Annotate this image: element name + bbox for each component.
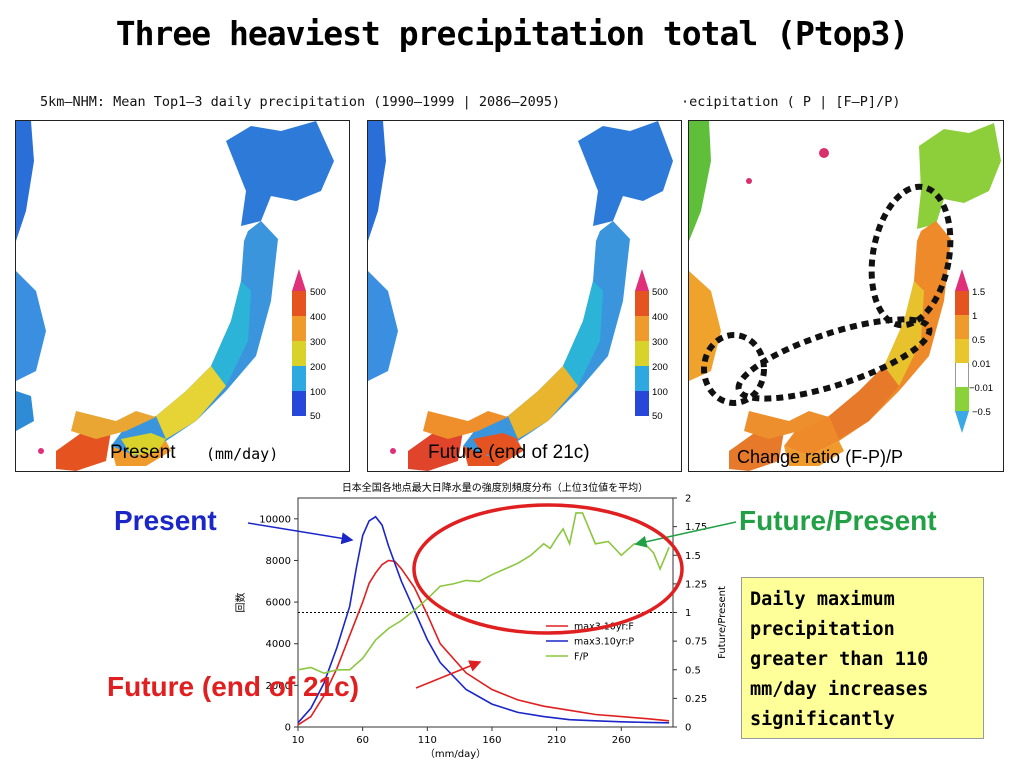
y-tick-label: 6000 [266, 598, 291, 609]
future-map-panel: 500 400 300 200 100 50 Future (end of 21… [367, 120, 682, 472]
y2-tick-label: 0.25 [685, 694, 707, 705]
y2-tick-label: 1.5 [685, 551, 701, 562]
y-tick-label: 4000 [266, 639, 291, 650]
y-tick-label: 10000 [259, 514, 291, 525]
present-label: Present [110, 442, 176, 463]
colorbar-label: 200 [652, 362, 668, 373]
present-arrow [247, 522, 354, 545]
chart-title: 日本全国各地点最大日降水量の強度別頻度分布（上位3位値を平均） [342, 481, 648, 494]
highlight-circle [412, 503, 684, 635]
colorbar-label: 500 [310, 287, 326, 298]
highlight-ellipse [701, 332, 767, 406]
y2-tick-label: 2 [685, 494, 691, 505]
colorbar-label: 50 [652, 411, 663, 422]
y2-tick-label: 0.5 [685, 665, 701, 676]
future-label: Future (end of 21c) [428, 442, 590, 463]
legend-label: F/P [574, 652, 589, 663]
change-ratio-label: Change ratio (F-P)/P [737, 447, 904, 467]
note-box: Daily maximum precipitation greater than… [741, 577, 984, 739]
change-ratio-map-panel: 1.5 1 0.5 0.01 −0.01 −0.5 Change ratio (… [688, 120, 1004, 472]
colorbar-label: 1.5 [972, 287, 986, 298]
future-present-callout: Future/Present [739, 505, 937, 536]
y2-tick-label: 1 [685, 608, 691, 619]
x-tick-label: 60 [356, 735, 369, 746]
y2-tick-label: 1.25 [685, 579, 707, 590]
japan-map-ratio [689, 121, 1003, 471]
colorbar-label: 1 [972, 311, 978, 322]
colorbar-label: −0.5 [972, 407, 991, 418]
future-arrow [415, 660, 482, 689]
japan-map-future [368, 121, 681, 471]
x-tick-label: 160 [482, 735, 501, 746]
unit-label: (mm/day) [206, 445, 279, 463]
colorbar-label: 300 [652, 337, 668, 348]
series-line [297, 512, 670, 675]
y-tick-label: 0 [285, 723, 291, 734]
x-tick-label: 260 [612, 735, 631, 746]
colorbar-label: 400 [652, 312, 668, 323]
series-line [297, 515, 670, 724]
y-axis-label: 回数 [234, 593, 247, 613]
future-callout: Future (end of 21c) [107, 671, 360, 702]
colorbar-label: 500 [652, 287, 668, 298]
y2-tick-label: 0 [685, 723, 691, 734]
y-tick-label: 2000 [266, 681, 291, 692]
highlight-ellipse [735, 316, 933, 402]
colorbar-label: −0.01 [969, 383, 994, 394]
colorbar-label: 50 [310, 411, 321, 422]
precip-colorbar-future [635, 269, 649, 419]
page-title: Three heaviest precipitation total (Ptop… [115, 14, 909, 53]
present-callout: Present [114, 505, 217, 536]
y2-axis-label: Future/Present [717, 586, 728, 659]
colorbar-label: 400 [310, 312, 326, 323]
y2-tick-label: 1.75 [685, 522, 707, 533]
colorbar-label: 0.5 [972, 335, 986, 346]
colorbar-label: 200 [310, 362, 326, 373]
series-line [297, 559, 670, 726]
colorbar-label: 100 [652, 387, 668, 398]
maps-header: 5km—NHM: Mean Top1—3 daily precipitation… [40, 94, 561, 110]
ratio-colorbar [955, 269, 969, 437]
y-tick-label: 8000 [266, 556, 291, 567]
colorbar-label: 0.01 [972, 359, 991, 370]
highlight-ellipse [868, 183, 954, 329]
colorbar-label: 100 [310, 387, 326, 398]
x-tick-label: 10 [292, 735, 305, 746]
x-axis-label: （mm/day） [425, 748, 486, 760]
x-tick-label: 110 [418, 735, 437, 746]
present-map-panel: 500 400 300 200 100 50 Present (mm/day) [15, 120, 350, 472]
frequency-chart: 日本全国各地点最大日降水量の強度別頻度分布（上位3位値を平均） 10 60 110 1… [234, 481, 728, 760]
x-tick-label: 210 [547, 735, 566, 746]
y2-tick-label: 0.75 [685, 637, 707, 648]
precip-colorbar [292, 269, 306, 419]
future-present-arrow [634, 521, 737, 548]
maps-header-right: ·ecipitation ( P | [F—P]/P) [681, 94, 901, 110]
legend-label: max3.10yr:P [574, 637, 634, 648]
colorbar-label: 300 [310, 337, 326, 348]
